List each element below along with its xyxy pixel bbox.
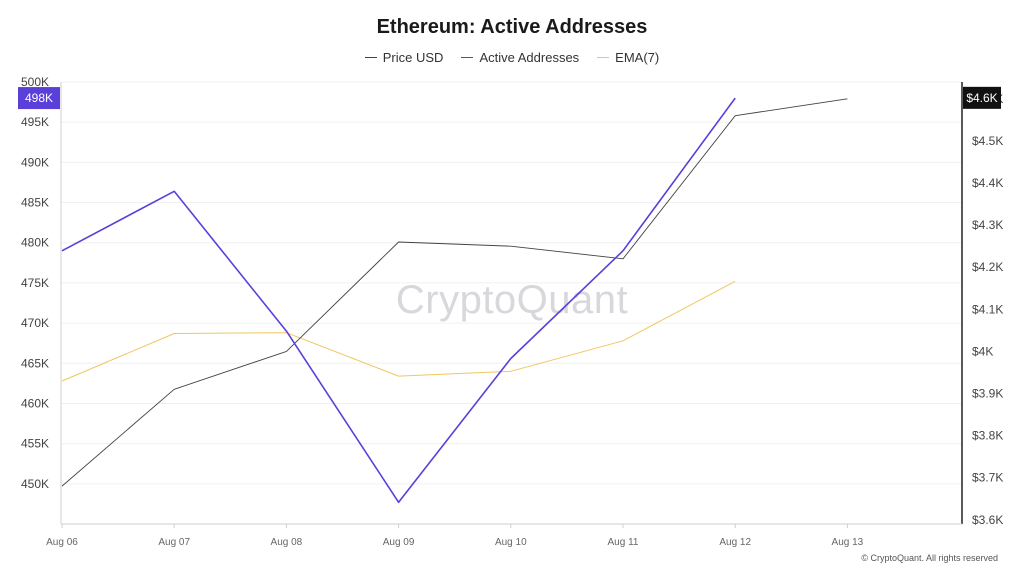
x-tick-label: Aug 11	[608, 537, 639, 548]
legend-item-active-addresses[interactable]: Active Addresses	[461, 50, 579, 65]
left-tick-label: 455K	[21, 437, 49, 451]
right-tick-label: $4.4K	[972, 176, 1003, 190]
copyright-notice: © CryptoQuant. All rights reserved	[861, 553, 998, 563]
left-tick-label: 450K	[21, 477, 49, 491]
right-tick-label: $4.1K	[972, 302, 1003, 316]
legend-swatch-active-addresses	[461, 57, 474, 58]
right-value-badge	[963, 86, 1001, 109]
series-line-active-addresses[interactable]	[61, 97, 736, 504]
legend: Price USD Active Addresses EMA(7)	[0, 50, 1024, 65]
right-tick-label: $3.7K	[972, 471, 1003, 485]
left-value-badge-text: 498K	[25, 91, 53, 105]
x-tick-label: Aug 10	[495, 537, 527, 548]
legend-item-price-usd[interactable]: Price USD	[364, 50, 444, 65]
left-tick-label: 475K	[21, 276, 49, 290]
series-line-ema7[interactable]	[61, 280, 736, 382]
left-tick-label: 500K	[21, 75, 49, 89]
legend-label-price-usd: Price USD	[382, 50, 444, 65]
left-tick-label: 485K	[21, 196, 49, 210]
legend-item-ema7[interactable]: EMA(7)	[597, 50, 659, 65]
left-tick-label: 495K	[21, 115, 49, 129]
chart-title: Ethereum: Active Addresses	[376, 16, 648, 38]
left-tick-label: 470K	[21, 316, 49, 330]
right-tick-label: $3.9K	[972, 387, 1003, 401]
right-tick-label: $3.8K	[972, 429, 1003, 443]
legend-swatch-price-usd	[364, 57, 377, 58]
x-tick-label: Aug 07	[158, 537, 190, 548]
right-tick-label: $4.3K	[972, 218, 1003, 232]
legend-swatch-ema7	[597, 57, 610, 58]
right-value-badge-text: $4.6K	[966, 91, 997, 105]
legend-label-active-addresses: Active Addresses	[479, 50, 580, 65]
right-tick-label: $4K	[972, 344, 993, 358]
x-tick-label: Aug 06	[46, 537, 78, 548]
x-tick-label: Aug 08	[271, 537, 303, 548]
left-tick-label: 465K	[21, 356, 49, 370]
series-line-price-usd[interactable]	[61, 98, 848, 487]
left-value-badge	[18, 87, 60, 110]
watermark: CryptoQuant	[395, 278, 629, 322]
left-tick-label: 460K	[21, 396, 49, 410]
x-tick-label: Aug 09	[383, 537, 415, 548]
x-tick-label: Aug 12	[719, 537, 751, 548]
left-tick-label: 480K	[21, 236, 49, 250]
right-tick-label: $3.6K	[972, 513, 1003, 527]
right-tick-label: $4.2K	[972, 260, 1003, 274]
legend-label-ema7: EMA(7)	[615, 50, 660, 65]
x-tick-label: Aug 13	[832, 537, 864, 548]
right-tick-label: $4.5K	[972, 134, 1003, 148]
left-tick-label: 490K	[21, 155, 49, 169]
